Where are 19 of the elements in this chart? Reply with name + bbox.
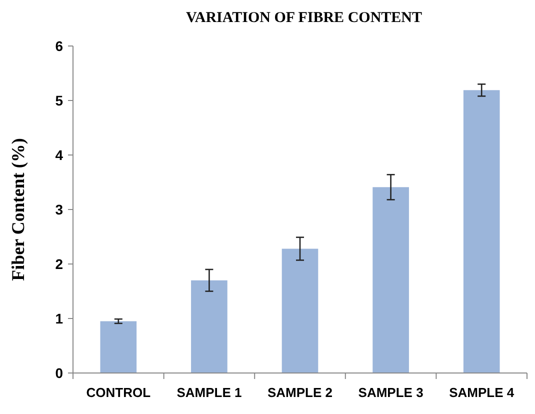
y-tick-label: 3 [55, 201, 64, 218]
y-tick-label: 4 [55, 146, 64, 163]
x-tick-label: CONTROL [86, 385, 151, 400]
y-tick-label: 5 [55, 92, 64, 108]
bar [282, 248, 318, 373]
y-tick-label: 0 [55, 364, 64, 381]
bar [191, 280, 228, 373]
x-tick-label: SAMPLE 4 [449, 385, 515, 400]
x-tick-label: SAMPLE 1 [176, 385, 242, 400]
y-tick-label: 6 [55, 38, 64, 54]
chart-title: VARIATION OF FIBRE CONTENT [186, 10, 422, 26]
bar [463, 90, 500, 373]
x-tick-label: SAMPLE 3 [358, 385, 424, 400]
x-tick-label: SAMPLE 2 [267, 385, 333, 400]
bar [372, 187, 409, 373]
y-tick-label: 1 [55, 310, 64, 326]
y-axis-title: Fiber Content (%) [8, 138, 28, 281]
bar [100, 321, 137, 373]
y-tick-label: 2 [55, 256, 64, 272]
